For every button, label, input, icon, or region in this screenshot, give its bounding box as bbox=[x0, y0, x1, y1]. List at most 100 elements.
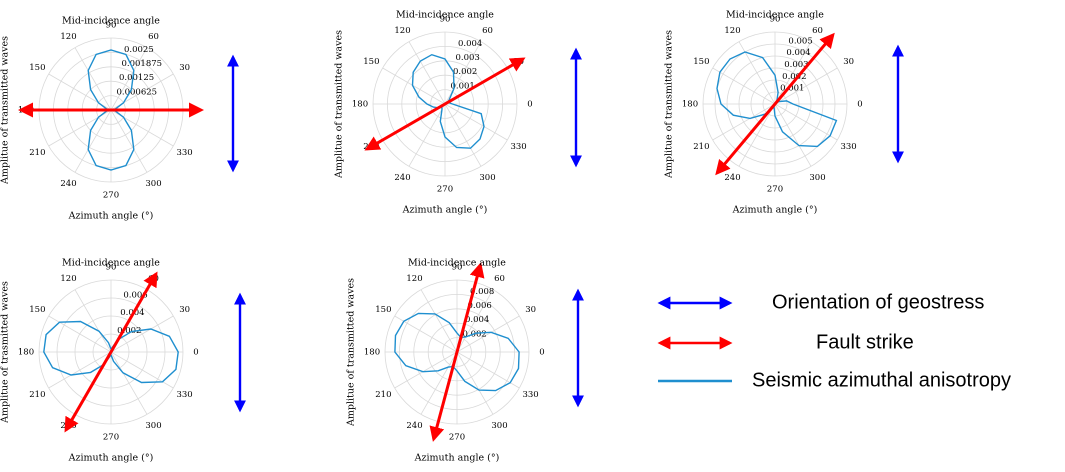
angle-tick-label: 270 bbox=[767, 185, 783, 195]
radial-tick-label: 0.004 bbox=[465, 315, 489, 325]
angle-tick-label: 150 bbox=[29, 305, 45, 315]
panel-title: Mid-incidence angle bbox=[408, 258, 506, 269]
radial-tick-label: 0.004 bbox=[786, 48, 810, 58]
grid-spoke bbox=[456, 351, 494, 415]
polar-panel-2: 03060901201501802102402703003300.0010.00… bbox=[334, 10, 582, 216]
angle-tick-label: 210 bbox=[693, 142, 709, 152]
grid-spoke bbox=[420, 351, 458, 415]
angle-tick-label: 240 bbox=[60, 179, 76, 189]
angle-tick-label: 330 bbox=[522, 390, 538, 400]
panel-title: Mid-incidence angle bbox=[396, 10, 494, 21]
angle-tick-label: 90 bbox=[106, 263, 117, 273]
angle-tick-label: 300 bbox=[479, 173, 495, 183]
polar-panel-5: 03060901201501802102402703003300.0020.00… bbox=[346, 258, 584, 464]
angle-tick-label: 270 bbox=[103, 433, 119, 443]
angle-tick-label: 120 bbox=[394, 26, 410, 36]
angle-tick-label: 240 bbox=[406, 421, 422, 431]
legend-item-2: Fault strike bbox=[657, 331, 914, 353]
radial-tick-label: 0.0025 bbox=[124, 45, 154, 55]
legend-label: Seismic azimuthal anisotropy bbox=[752, 369, 1011, 391]
y-axis-label: Amplitue of transmitted waves bbox=[346, 278, 357, 427]
grid-spoke bbox=[408, 41, 446, 105]
angle-tick-label: 180 bbox=[352, 100, 368, 110]
grid-spoke bbox=[74, 47, 112, 111]
angle-tick-label: 150 bbox=[29, 63, 45, 73]
angle-tick-label: 0 bbox=[857, 100, 862, 110]
angle-tick-label: 330 bbox=[510, 142, 526, 152]
x-axis-label: Azimuth angle (°) bbox=[732, 205, 818, 216]
radial-tick-label: 0.001875 bbox=[122, 59, 163, 69]
angle-tick-label: 210 bbox=[29, 148, 45, 158]
angle-tick-label: 270 bbox=[103, 191, 119, 201]
grid-spoke bbox=[420, 289, 458, 353]
angle-tick-label: 150 bbox=[375, 305, 391, 315]
grid-spoke bbox=[110, 47, 148, 111]
angle-tick-label: 0 bbox=[539, 348, 544, 358]
angle-tick-label: 300 bbox=[809, 173, 825, 183]
panel-title: Mid-incidence angle bbox=[62, 16, 160, 27]
radial-tick-label: 0.002 bbox=[453, 67, 477, 77]
polar-panel-4: 03060901201501802102402703003300.0020.00… bbox=[0, 258, 246, 464]
y-axis-label: Amplitue of transmitted waves bbox=[334, 30, 345, 179]
grid-spoke bbox=[712, 103, 776, 141]
angle-tick-label: 330 bbox=[840, 142, 856, 152]
angle-tick-label: 300 bbox=[145, 179, 161, 189]
y-axis-label: Amplitue of transmitted waves bbox=[664, 30, 675, 179]
fault-strike-arrow bbox=[64, 271, 158, 433]
angle-tick-label: 60 bbox=[812, 26, 823, 36]
grid-spoke bbox=[444, 103, 482, 167]
angle-tick-label: 240 bbox=[394, 173, 410, 183]
grid-spoke bbox=[738, 103, 776, 167]
x-axis-label: Azimuth angle (°) bbox=[414, 453, 500, 464]
grid-spoke bbox=[712, 67, 776, 105]
radial-tick-label: 0.000625 bbox=[117, 87, 158, 97]
grid-spoke bbox=[738, 41, 776, 105]
angle-tick-label: 90 bbox=[440, 15, 451, 25]
angle-tick-label: 330 bbox=[176, 390, 192, 400]
angle-tick-label: 30 bbox=[179, 63, 190, 73]
fault-strike-arrow bbox=[715, 32, 835, 176]
x-axis-label: Azimuth angle (°) bbox=[68, 453, 154, 464]
angle-tick-label: 240 bbox=[724, 173, 740, 183]
polar-panel-3: 03060901201501802102402703003300.0010.00… bbox=[664, 10, 904, 216]
panel-title: Mid-incidence angle bbox=[726, 10, 824, 21]
angle-tick-label: 120 bbox=[406, 274, 422, 284]
angle-tick-label: 30 bbox=[843, 57, 854, 67]
angle-tick-label: 90 bbox=[770, 15, 781, 25]
angle-tick-label: 180 bbox=[364, 348, 380, 358]
angle-tick-label: 60 bbox=[494, 274, 505, 284]
legend-item-3: Seismic azimuthal anisotropy bbox=[658, 369, 1011, 391]
grid-spoke bbox=[774, 103, 812, 167]
fault-strike-arrow bbox=[364, 57, 526, 151]
y-axis-label: Amplitue of trasmitted waves bbox=[0, 281, 11, 424]
angle-tick-label: 270 bbox=[449, 433, 465, 443]
legend: Orientation of geostress Fault strike Seis… bbox=[657, 291, 1011, 391]
radial-tick-label: 0.003 bbox=[456, 53, 480, 63]
angle-tick-label: 120 bbox=[60, 32, 76, 42]
angle-tick-label: 30 bbox=[179, 305, 190, 315]
angle-tick-label: 0 bbox=[193, 348, 198, 358]
angle-tick-label: 60 bbox=[482, 26, 493, 36]
angle-tick-label: 150 bbox=[363, 57, 379, 67]
y-axis-label: Amplitue of transmitted waves bbox=[0, 36, 11, 185]
angle-tick-label: 60 bbox=[148, 32, 159, 42]
grid-spoke bbox=[74, 109, 112, 173]
angle-tick-label: 300 bbox=[145, 421, 161, 431]
anisotropy-curve bbox=[716, 51, 838, 148]
polar-panel-1: 03060901201501802102402703003300.0006250… bbox=[0, 16, 239, 222]
angle-tick-label: 180 bbox=[18, 348, 34, 358]
angle-tick-label: 300 bbox=[491, 421, 507, 431]
grid-spoke bbox=[110, 109, 148, 173]
x-axis-label: Azimuth angle (°) bbox=[68, 211, 154, 222]
radial-tick-label: 0.005 bbox=[788, 36, 812, 46]
fault-strike-arrow bbox=[429, 262, 485, 442]
panel-title: Mid-incidence angle bbox=[62, 258, 160, 269]
angle-tick-label: 270 bbox=[437, 185, 453, 195]
radial-tick-label: 0.004 bbox=[458, 39, 482, 49]
angle-tick-label: 120 bbox=[60, 274, 76, 284]
legend-item-1: Orientation of geostress bbox=[657, 291, 984, 313]
angle-tick-label: 30 bbox=[525, 305, 536, 315]
angle-tick-label: 120 bbox=[724, 26, 740, 36]
